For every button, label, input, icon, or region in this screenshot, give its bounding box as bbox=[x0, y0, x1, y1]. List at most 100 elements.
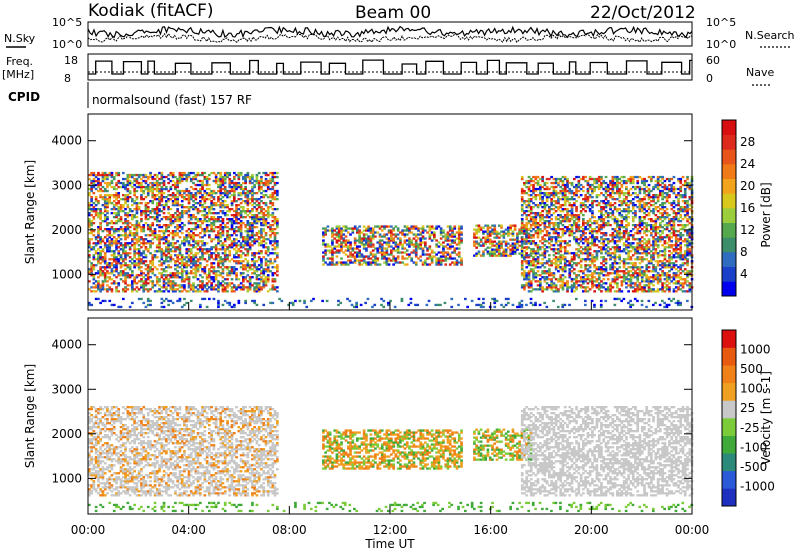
heatmap-cell bbox=[591, 274, 594, 277]
heatmap-cell bbox=[253, 286, 256, 289]
heatmap-cell bbox=[128, 246, 132, 249]
heatmap-cell bbox=[169, 288, 173, 291]
heatmap-cell bbox=[604, 250, 608, 253]
heatmap-cell bbox=[192, 177, 195, 181]
heatmap-cell bbox=[235, 187, 238, 191]
heatmap-cell bbox=[151, 270, 155, 273]
heatmap-cell bbox=[219, 258, 223, 261]
heatmap-cell bbox=[199, 189, 202, 193]
heatmap-cell bbox=[477, 230, 481, 233]
heatmap-cell bbox=[344, 245, 348, 248]
heatmap-cell bbox=[550, 248, 553, 251]
heatmap-cell bbox=[217, 226, 220, 229]
heatmap-cell bbox=[251, 260, 254, 263]
heatmap-cell bbox=[212, 224, 216, 227]
heatmap-cell bbox=[262, 238, 266, 241]
heatmap-cell bbox=[266, 238, 270, 241]
heatmap-cell bbox=[606, 286, 610, 289]
heatmap-cell bbox=[223, 250, 227, 253]
heatmap-cell bbox=[609, 284, 612, 287]
heatmap-cell bbox=[573, 222, 576, 225]
heatmap-cell bbox=[260, 264, 263, 267]
heatmap-cell bbox=[187, 284, 191, 287]
heatmap-cell bbox=[194, 206, 198, 209]
heatmap-cell bbox=[162, 212, 166, 215]
heatmap-cell bbox=[579, 177, 583, 181]
heatmap-cell bbox=[262, 183, 266, 187]
heatmap-cell bbox=[534, 274, 538, 277]
heatmap-cell bbox=[548, 278, 551, 281]
heatmap-cell bbox=[92, 268, 96, 271]
heatmap-cell bbox=[597, 204, 601, 207]
heatmap-cell bbox=[92, 179, 96, 183]
heatmap-cell bbox=[262, 208, 266, 211]
heatmap-cell bbox=[557, 252, 560, 255]
heatmap-cell bbox=[536, 260, 540, 263]
heatmap-cell bbox=[573, 194, 576, 197]
heatmap-cell bbox=[171, 284, 175, 287]
heatmap-cell bbox=[520, 250, 524, 253]
heatmap-cell bbox=[488, 234, 492, 237]
heatmap-cell bbox=[491, 244, 494, 247]
heatmap-cell bbox=[171, 272, 175, 275]
heatmap-cell bbox=[273, 238, 277, 241]
heatmap-cell bbox=[442, 235, 445, 238]
heatmap-cell bbox=[451, 241, 454, 244]
heatmap-cell bbox=[509, 224, 512, 227]
heatmap-cell bbox=[342, 239, 346, 242]
heatmap-cell bbox=[108, 194, 112, 197]
heatmap-cell bbox=[417, 227, 420, 230]
heatmap-cell bbox=[586, 220, 590, 223]
heatmap-cell bbox=[360, 231, 364, 234]
heatmap-cell bbox=[260, 230, 263, 233]
heatmap-cell bbox=[115, 290, 118, 293]
heatmap-cell bbox=[110, 202, 114, 205]
heatmap-cell bbox=[140, 252, 143, 255]
heatmap-cell bbox=[128, 175, 132, 179]
heatmap-cell bbox=[552, 200, 556, 203]
heatmap-cell bbox=[545, 232, 549, 235]
heatmap-cell bbox=[146, 177, 150, 181]
heatmap-cell bbox=[460, 259, 463, 262]
heatmap-cell bbox=[419, 231, 423, 234]
heatmap-cell bbox=[144, 175, 148, 179]
heatmap-cell bbox=[205, 274, 209, 277]
heatmap-cell bbox=[408, 227, 411, 230]
heatmap-cell bbox=[131, 204, 134, 207]
heatmap-cell bbox=[180, 228, 184, 231]
heatmap-cell bbox=[541, 288, 544, 291]
heatmap-cell bbox=[90, 200, 93, 203]
heatmap-cell bbox=[97, 214, 100, 217]
heatmap-cell bbox=[217, 266, 220, 269]
heatmap-cell bbox=[239, 266, 243, 269]
heatmap-cell bbox=[344, 243, 348, 246]
heatmap-cell bbox=[233, 196, 236, 199]
heatmap-cell bbox=[106, 173, 109, 177]
heatmap-cell bbox=[230, 222, 234, 225]
heatmap-cell bbox=[133, 262, 136, 265]
heatmap-cell bbox=[122, 228, 125, 231]
heatmap-cell bbox=[233, 286, 236, 289]
heatmap-cell bbox=[187, 260, 191, 263]
heatmap-cell bbox=[155, 183, 159, 187]
heatmap-cell bbox=[340, 229, 343, 232]
heatmap-cell bbox=[106, 202, 109, 205]
heatmap-cell bbox=[94, 242, 98, 245]
heatmap-cell bbox=[103, 177, 107, 181]
heatmap-cell bbox=[513, 228, 517, 231]
heatmap-cell bbox=[230, 282, 234, 285]
heatmap-cell bbox=[269, 200, 272, 203]
heatmap-cell bbox=[196, 183, 200, 187]
heatmap-cell bbox=[573, 236, 576, 239]
heatmap-cell bbox=[331, 247, 334, 250]
heatmap-cell bbox=[536, 256, 540, 259]
heatmap-cell bbox=[94, 200, 98, 203]
heatmap-cell bbox=[169, 258, 173, 261]
heatmap-cell bbox=[568, 224, 572, 227]
heatmap-cell bbox=[162, 196, 166, 199]
heatmap-cell bbox=[228, 179, 232, 183]
heatmap-cell bbox=[561, 232, 565, 235]
heatmap-cell bbox=[112, 252, 116, 255]
heatmap-cell bbox=[593, 244, 596, 247]
heatmap-cell bbox=[421, 241, 425, 244]
